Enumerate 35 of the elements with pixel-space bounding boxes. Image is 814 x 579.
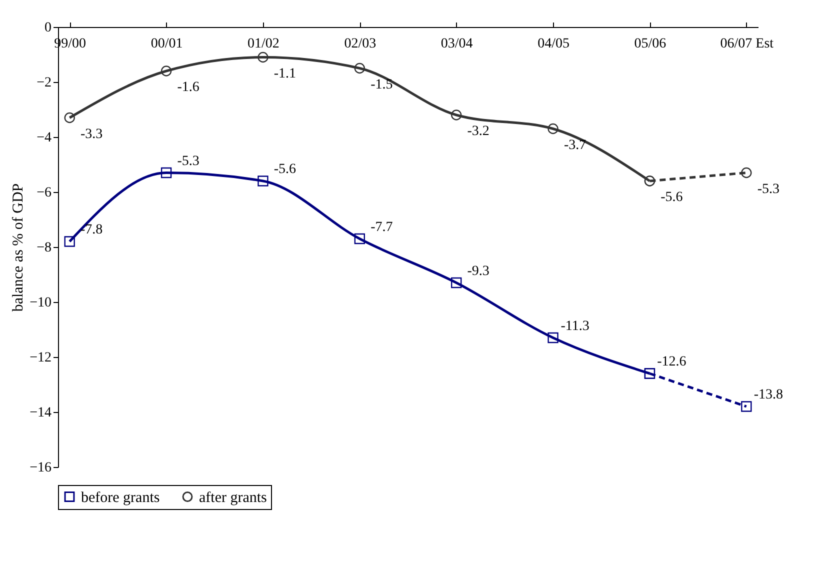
y-tick-label: −12 [30, 350, 52, 366]
y-tick-label: 0 [44, 20, 52, 36]
y-tick-label: −16 [30, 460, 52, 476]
x-tick-label: 01/02 [248, 36, 280, 52]
y-tick-label: −2 [36, 76, 52, 90]
y-tick-label: −6 [36, 186, 52, 200]
y-axis-title: balance as % of GDP [10, 183, 27, 312]
data-label: -7.7 [370, 220, 393, 235]
y-tick-label: −14 [30, 406, 52, 420]
legend-label: after grants [199, 490, 268, 506]
data-label: -3.3 [80, 126, 103, 142]
x-tick-label: 00/01 [150, 36, 183, 52]
x-tick-label: 02/03 [344, 36, 376, 52]
x-tick-label: 04/05 [538, 36, 570, 52]
data-label: -13.8 [754, 388, 783, 402]
x-tick-label: 05/06 [634, 36, 666, 52]
data-label: -3.7 [564, 138, 586, 153]
x-tick-label: 06/07 Est [720, 36, 774, 52]
data-label: -5.6 [660, 190, 683, 205]
data-label: -9.3 [467, 264, 490, 279]
y-tick-label: −10 [30, 296, 52, 310]
x-tick-label: 03/04 [440, 36, 473, 52]
y-tick-label: −4 [36, 130, 52, 146]
data-label: -1.6 [177, 80, 200, 95]
data-label: -3.2 [467, 124, 490, 139]
y-tick-label: −8 [36, 240, 52, 256]
data-label: -7.8 [80, 222, 103, 238]
legend-label: before grants [81, 490, 160, 506]
data-label: -1.1 [274, 66, 296, 82]
data-label: -5.6 [274, 162, 296, 177]
data-label: -5.3 [177, 154, 200, 169]
data-label: -1.5 [370, 77, 393, 92]
data-label: -11.3 [560, 318, 590, 334]
data-label: -12.6 [657, 354, 686, 370]
data-label: -5.3 [757, 182, 780, 197]
